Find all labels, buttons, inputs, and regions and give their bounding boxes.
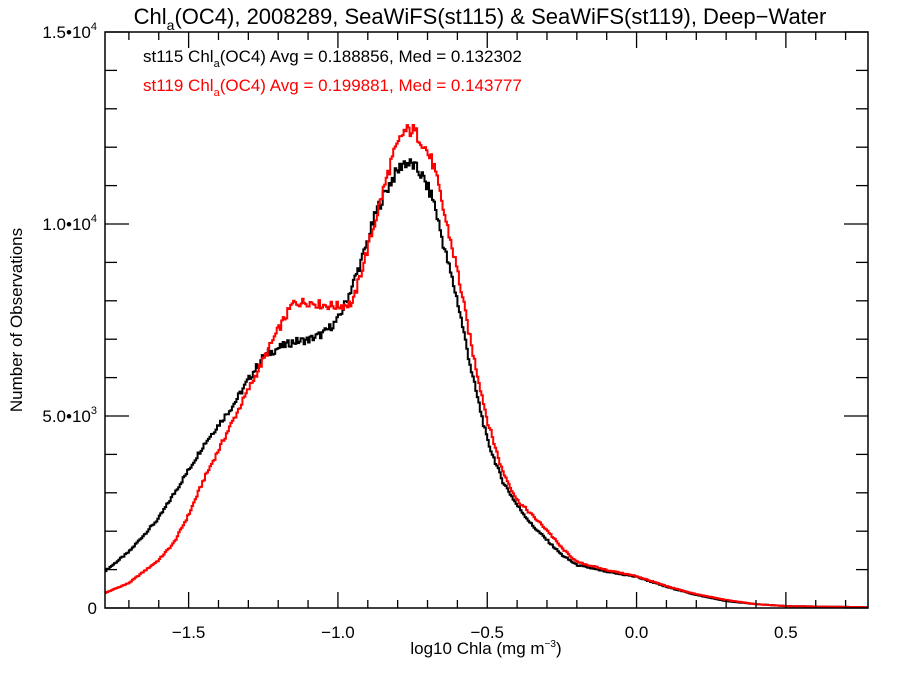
x-tick-label: −1.5 [172,623,206,642]
plot-frame [104,31,869,609]
x-axis: −1.5 −1.0 −0.5 0.0 0.5 [128,32,847,642]
y-tick-label: 0 [88,599,97,618]
chart-title: Chla(OC4), 2008289, SeaWiFS(st115) & Sea… [134,4,827,33]
x-tick-label: 0.5 [774,623,798,642]
y-tick-label: 1.5•104 [42,21,97,42]
y-tick-label: 1.0•104 [42,213,97,234]
legend: st115 Chla(OC4) Avg = 0.188856, Med = 0.… [143,47,522,99]
y-tick-label: 5.0•103 [42,405,97,426]
series-layer [105,124,868,609]
x-tick-label: −0.5 [470,623,504,642]
x-axis-label: log10 Chla (mg m−3) [410,639,561,658]
series-st115-line [105,158,868,609]
x-tick-label: −1.0 [321,623,355,642]
series-st119-line [105,124,868,609]
x-tick-label: 0.0 [625,623,649,642]
legend-entry-st115: st115 Chla(OC4) Avg = 0.188856, Med = 0.… [143,47,522,70]
legend-entry-st119: st119 Chla(OC4) Avg = 0.199881, Med = 0.… [143,76,522,99]
y-axis-label: Number of Observations [7,228,26,412]
y-axis: 0 5.0•103 1.0•104 1.5•104 [42,21,868,618]
